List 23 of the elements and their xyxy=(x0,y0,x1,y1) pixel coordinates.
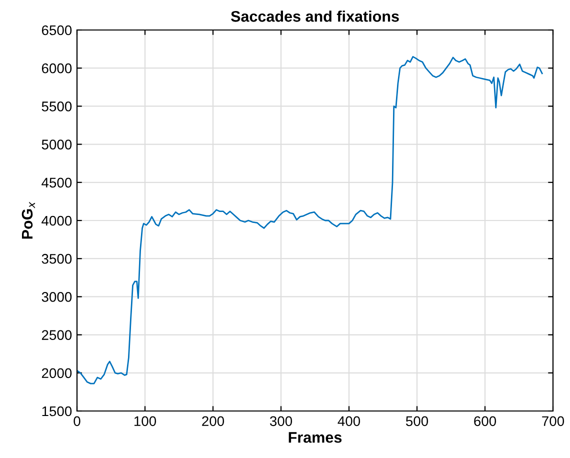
x-tick-label: 600 xyxy=(474,416,496,426)
y-tick-label: 4000 xyxy=(42,216,72,226)
x-tick-label: 100 xyxy=(134,416,156,426)
y-tick-label: 2500 xyxy=(42,330,72,340)
y-tick-label: 6500 xyxy=(42,25,72,36)
x-axis-title: Frames xyxy=(288,432,342,443)
y-tick-label: 5000 xyxy=(42,140,72,150)
y-tick-label: 1500 xyxy=(42,406,72,416)
x-tick-label: 200 xyxy=(202,416,224,426)
y-tick-label: 5500 xyxy=(42,102,72,112)
chart-title: Saccades and fixations xyxy=(230,10,399,22)
x-tick-label: 500 xyxy=(406,416,428,426)
x-tick-label: 0 xyxy=(74,416,80,426)
x-tick-label: 400 xyxy=(338,416,360,426)
x-tick-label: 700 xyxy=(542,416,564,426)
y-tick-label: 3000 xyxy=(42,292,72,302)
y-axis-title: PoG$_{x}$ xyxy=(22,202,35,239)
y-tick-label: 4500 xyxy=(42,178,72,188)
y-tick-label: 3500 xyxy=(42,254,72,264)
y-tick-label: 2000 xyxy=(42,368,72,378)
x-tick-label: 300 xyxy=(270,416,292,426)
y-tick-label: 6000 xyxy=(42,63,72,74)
line-series xyxy=(77,56,543,384)
